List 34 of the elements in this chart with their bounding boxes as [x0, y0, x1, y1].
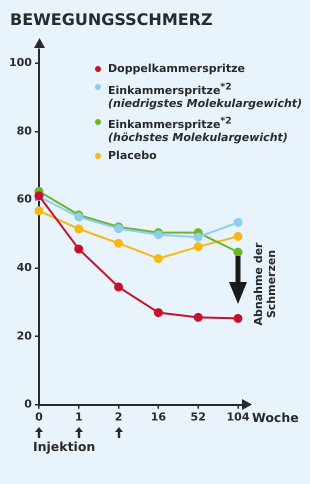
point: [74, 224, 84, 234]
x-tick-label: 0: [35, 410, 44, 424]
legend-label: Einkammerspritze$^{*2}$ (niedrigstes Molekulargewicht): [108, 81, 302, 110]
legend-label: Doppelkammerspritze: [108, 62, 245, 75]
point: [34, 206, 44, 216]
text: Injektion: [32, 438, 96, 454]
y-tick-label: 100: [8, 56, 32, 70]
point: [194, 232, 203, 242]
point: [234, 248, 242, 257]
legend-label: Einkammerspritze$^{*2}$ (höchstes Molekulargewicht): [108, 116, 288, 144]
x-tick-label: 52: [190, 410, 206, 424]
x-tick-label: 16: [150, 410, 166, 424]
x-axis-title: Woche: [252, 410, 299, 425]
point: [154, 254, 163, 264]
x-tick-label: 1: [74, 410, 83, 424]
point: [234, 218, 242, 227]
x-tick-label: 2: [114, 410, 122, 424]
y-tick-label: 60: [16, 192, 32, 206]
chart-title: BEWEGUNGSSCHMERZ: [10, 10, 213, 29]
point: [154, 308, 163, 318]
point: [74, 244, 84, 254]
y-tick-label: 80: [16, 124, 32, 138]
text: Abnahme der Schmerzen: [252, 242, 278, 328]
point: [114, 282, 124, 292]
point: [234, 314, 242, 323]
point: [234, 232, 242, 241]
y-tick-label: 0: [24, 398, 32, 411]
x-tick-label: 104: [226, 410, 250, 424]
y-tick-label: 40: [16, 261, 32, 274]
y-tick-label: 20: [16, 329, 32, 342]
point: [194, 312, 203, 322]
point: [194, 242, 203, 252]
point: [114, 238, 124, 248]
legend-label: Placebo: [108, 149, 157, 162]
